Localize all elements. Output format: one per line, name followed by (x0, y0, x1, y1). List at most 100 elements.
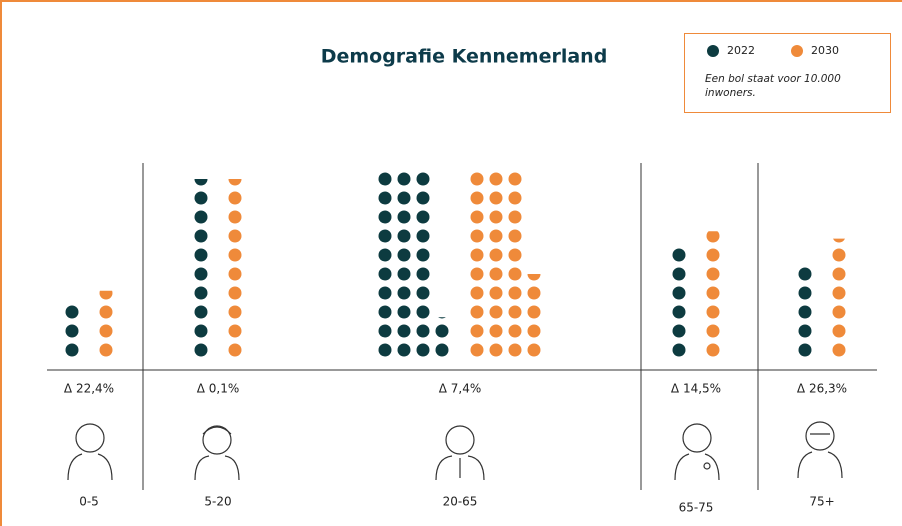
dot (508, 210, 522, 224)
dot (228, 343, 242, 357)
dot-stack (194, 179, 208, 357)
dot (489, 286, 503, 300)
dot (508, 229, 522, 243)
dot (378, 210, 392, 224)
dot (228, 179, 242, 186)
dot (228, 229, 242, 243)
dot (706, 286, 720, 300)
dot (832, 343, 846, 357)
dot (706, 248, 720, 262)
dot (832, 267, 846, 281)
dot (672, 286, 686, 300)
dot (489, 210, 503, 224)
dot (99, 290, 113, 300)
dot (416, 343, 430, 357)
dot (378, 343, 392, 357)
dot (194, 267, 208, 281)
dot (798, 305, 812, 319)
dot (672, 248, 686, 262)
dot (508, 248, 522, 262)
dot (706, 324, 720, 338)
dot (65, 305, 79, 319)
legend-item: 2022 (707, 44, 755, 57)
dot (527, 286, 541, 300)
dot (833, 238, 845, 243)
dot (832, 324, 846, 338)
dot (397, 343, 411, 357)
dot (416, 324, 430, 338)
dot (527, 274, 541, 281)
dot (378, 324, 392, 338)
dot (798, 267, 812, 281)
dot (508, 286, 522, 300)
dot (489, 324, 503, 338)
dot (228, 267, 242, 281)
dot (672, 305, 686, 319)
dot (65, 343, 79, 357)
dot (672, 267, 686, 281)
dot (416, 229, 430, 243)
dot (416, 172, 430, 186)
dot (489, 343, 503, 357)
dot (798, 343, 812, 357)
dot (706, 343, 720, 357)
dot (397, 305, 411, 319)
change-label: Δ 7,4% (439, 382, 482, 396)
dot-stack (470, 172, 541, 357)
dot (672, 343, 686, 357)
dot (228, 324, 242, 338)
change-label: Δ 26,3% (797, 382, 847, 396)
dot-stack (832, 238, 846, 357)
dot (378, 172, 392, 186)
change-label: Δ 22,4% (64, 382, 114, 396)
dot (527, 343, 541, 357)
dot (378, 191, 392, 205)
dot (397, 191, 411, 205)
dot (194, 210, 208, 224)
dot (416, 286, 430, 300)
dot (470, 324, 484, 338)
dot (194, 286, 208, 300)
dot (99, 343, 113, 357)
category-label: 0-5 (79, 495, 99, 509)
dot (508, 343, 522, 357)
dot (527, 305, 541, 319)
dot (489, 305, 503, 319)
dot (397, 210, 411, 224)
dot (99, 305, 113, 319)
dot (194, 324, 208, 338)
dot (832, 286, 846, 300)
dot (416, 305, 430, 319)
dot (706, 231, 720, 243)
dot-stack (672, 248, 686, 357)
dot (228, 286, 242, 300)
dot (832, 305, 846, 319)
dot (378, 229, 392, 243)
dot (397, 324, 411, 338)
dot (508, 324, 522, 338)
dot (194, 343, 208, 357)
dot (832, 248, 846, 262)
legend-note: Een bol staat voor 10.000 inwoners. (705, 73, 841, 99)
dot (508, 267, 522, 281)
dot (378, 286, 392, 300)
dot (470, 267, 484, 281)
dot (470, 191, 484, 205)
dot (228, 210, 242, 224)
dot (470, 210, 484, 224)
dot (470, 248, 484, 262)
dot (470, 343, 484, 357)
dot (194, 229, 208, 243)
dot-stack (378, 172, 449, 357)
dot (489, 172, 503, 186)
category-label: 20-65 (443, 495, 478, 509)
dot (470, 172, 484, 186)
legend-item: 2030 (791, 44, 839, 57)
legend-swatch (791, 44, 803, 57)
dot (489, 191, 503, 205)
dot (508, 172, 522, 186)
dot (470, 286, 484, 300)
dot (508, 305, 522, 319)
dot (416, 248, 430, 262)
